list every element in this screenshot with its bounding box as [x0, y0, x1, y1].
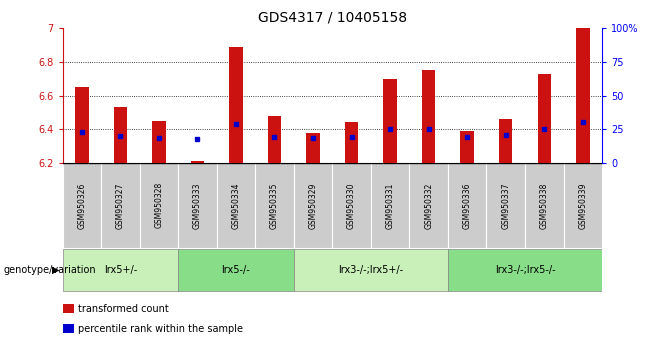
Text: GDS4317 / 10405158: GDS4317 / 10405158 — [258, 11, 407, 25]
Text: GSM950329: GSM950329 — [309, 182, 318, 229]
Text: transformed count: transformed count — [78, 304, 168, 314]
Text: GSM950331: GSM950331 — [386, 182, 395, 229]
Bar — [448, 163, 486, 248]
Bar — [139, 163, 178, 248]
Text: GSM950330: GSM950330 — [347, 182, 356, 229]
Bar — [371, 163, 409, 248]
Bar — [114, 107, 127, 163]
Text: lrx3-/-;lrx5+/-: lrx3-/-;lrx5+/- — [338, 265, 403, 275]
Bar — [63, 163, 101, 248]
Text: ▶: ▶ — [52, 265, 59, 275]
Bar — [152, 121, 166, 163]
Bar — [255, 163, 293, 248]
Bar — [422, 70, 436, 163]
Text: GSM950327: GSM950327 — [116, 182, 125, 229]
Bar — [409, 163, 448, 248]
Text: GSM950332: GSM950332 — [424, 182, 433, 229]
Text: genotype/variation: genotype/variation — [3, 265, 96, 275]
Bar — [448, 249, 602, 291]
Bar — [486, 163, 525, 248]
Text: GSM950326: GSM950326 — [77, 182, 86, 229]
Bar — [563, 163, 602, 248]
Bar — [101, 163, 139, 248]
Bar — [499, 119, 513, 163]
Bar — [75, 87, 89, 163]
Bar — [178, 249, 293, 291]
Text: GSM950337: GSM950337 — [501, 182, 510, 229]
Bar — [216, 163, 255, 248]
Text: GSM950339: GSM950339 — [578, 182, 588, 229]
Bar — [63, 249, 178, 291]
Text: lrx3-/-;lrx5-/-: lrx3-/-;lrx5-/- — [495, 265, 555, 275]
Text: GSM950334: GSM950334 — [232, 182, 240, 229]
Bar — [461, 131, 474, 163]
Text: GSM950328: GSM950328 — [155, 182, 163, 228]
Text: GSM950338: GSM950338 — [540, 182, 549, 229]
Bar — [178, 163, 216, 248]
Bar — [345, 122, 359, 163]
Bar — [306, 132, 320, 163]
Text: lrx5+/-: lrx5+/- — [104, 265, 137, 275]
Text: percentile rank within the sample: percentile rank within the sample — [78, 324, 243, 333]
Bar — [191, 161, 204, 163]
Bar — [576, 28, 590, 163]
Bar — [538, 74, 551, 163]
Bar — [293, 163, 332, 248]
Bar — [384, 79, 397, 163]
Bar — [229, 47, 243, 163]
Text: GSM950333: GSM950333 — [193, 182, 202, 229]
Bar — [293, 249, 448, 291]
Bar — [268, 116, 281, 163]
Bar — [332, 163, 371, 248]
Text: lrx5-/-: lrx5-/- — [222, 265, 250, 275]
Text: GSM950335: GSM950335 — [270, 182, 279, 229]
Text: GSM950336: GSM950336 — [463, 182, 472, 229]
Bar — [525, 163, 563, 248]
